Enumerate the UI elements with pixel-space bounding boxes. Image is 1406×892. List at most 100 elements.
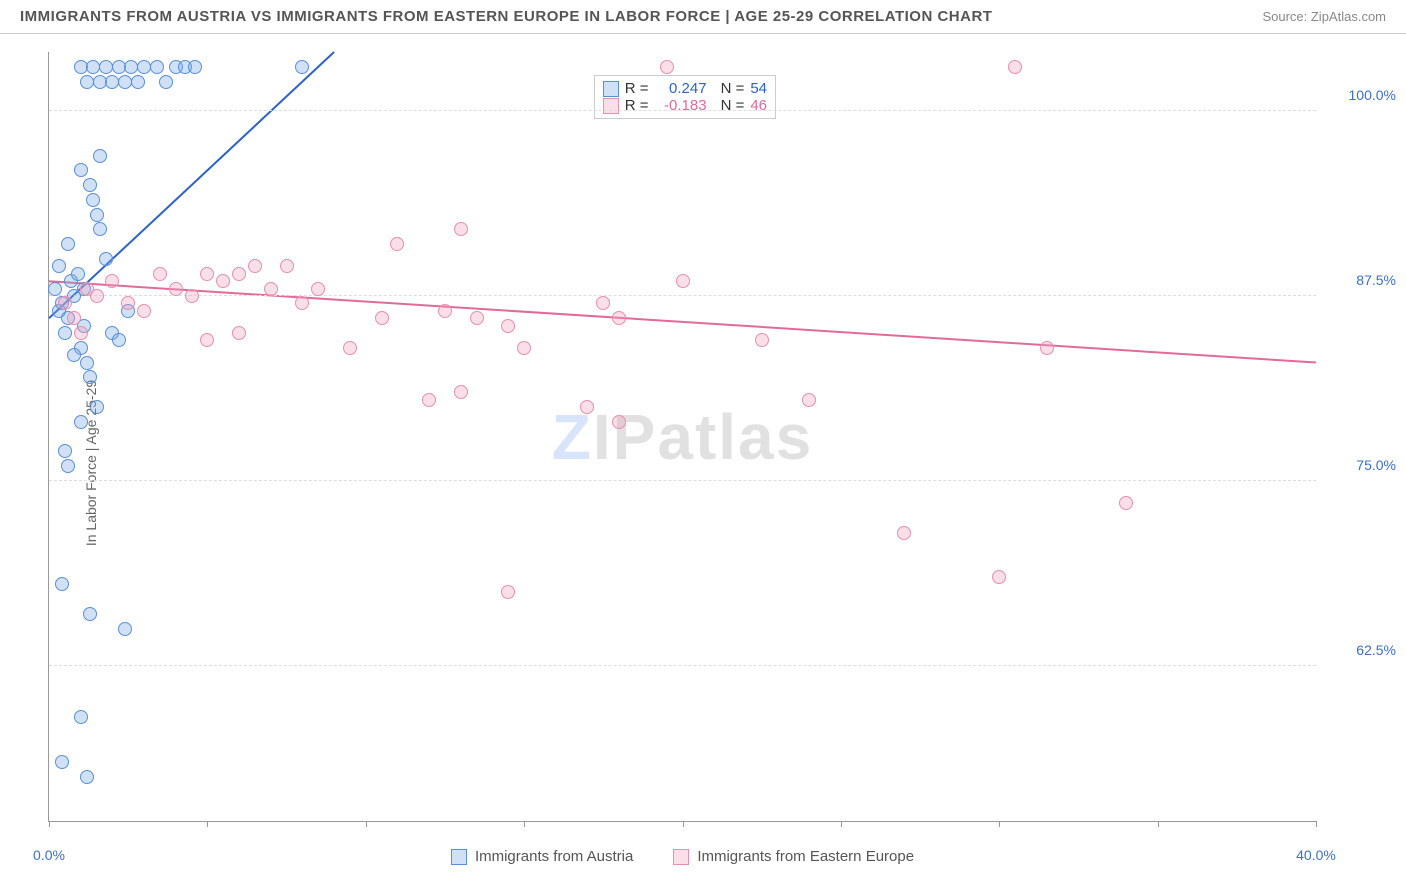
- scatter-marker: [454, 222, 468, 236]
- scatter-marker: [390, 237, 404, 251]
- scatter-marker: [131, 75, 145, 89]
- scatter-marker: [897, 526, 911, 540]
- scatter-marker: [185, 289, 199, 303]
- scatter-marker: [61, 459, 75, 473]
- scatter-marker: [501, 319, 515, 333]
- scatter-marker: [74, 710, 88, 724]
- scatter-marker: [596, 296, 610, 310]
- scatter-marker: [71, 267, 85, 281]
- scatter-marker: [248, 259, 262, 273]
- scatter-marker: [150, 60, 164, 74]
- legend-swatch: [603, 81, 619, 97]
- scatter-marker: [58, 326, 72, 340]
- scatter-marker: [93, 149, 107, 163]
- scatter-marker: [137, 304, 151, 318]
- scatter-marker: [80, 356, 94, 370]
- watermark-rest: IPatlas: [593, 401, 813, 473]
- scatter-marker: [992, 570, 1006, 584]
- legend-r-value: -0.183: [655, 97, 707, 114]
- x-tick: [524, 821, 525, 827]
- stats-legend-row: R = -0.183 N = 46: [603, 97, 767, 114]
- scatter-marker: [501, 585, 515, 599]
- y-tick-label: 87.5%: [1326, 272, 1396, 288]
- legend-n-value: 54: [750, 80, 767, 97]
- scatter-marker: [83, 370, 97, 384]
- legend-item: Immigrants from Eastern Europe: [673, 848, 914, 865]
- legend-r-label: R =: [625, 97, 649, 114]
- x-tick: [999, 821, 1000, 827]
- scatter-marker: [169, 282, 183, 296]
- y-tick-label: 62.5%: [1326, 642, 1396, 658]
- scatter-marker: [55, 755, 69, 769]
- scatter-marker: [232, 267, 246, 281]
- scatter-marker: [58, 296, 72, 310]
- scatter-marker: [802, 393, 816, 407]
- legend-n-value: 46: [750, 97, 767, 114]
- scatter-marker: [1119, 496, 1133, 510]
- scatter-marker: [74, 326, 88, 340]
- scatter-marker: [517, 341, 531, 355]
- scatter-marker: [200, 267, 214, 281]
- scatter-marker: [422, 393, 436, 407]
- y-tick-label: 100.0%: [1326, 87, 1396, 103]
- scatter-marker: [86, 193, 100, 207]
- scatter-marker: [93, 222, 107, 236]
- scatter-marker: [454, 385, 468, 399]
- scatter-marker: [375, 311, 389, 325]
- scatter-marker: [676, 274, 690, 288]
- scatter-marker: [52, 259, 66, 273]
- scatter-marker: [153, 267, 167, 281]
- x-tick: [1316, 821, 1317, 827]
- stats-legend-row: R = 0.247 N = 54: [603, 80, 767, 97]
- scatter-marker: [216, 274, 230, 288]
- scatter-marker: [74, 415, 88, 429]
- scatter-marker: [755, 333, 769, 347]
- legend-item: Immigrants from Austria: [451, 848, 633, 865]
- legend-n-label: N =: [721, 80, 745, 97]
- scatter-marker: [55, 577, 69, 591]
- scatter-marker: [188, 60, 202, 74]
- legend-n-label: N =: [721, 97, 745, 114]
- scatter-marker: [1008, 60, 1022, 74]
- y-tick-label: 75.0%: [1326, 457, 1396, 473]
- scatter-marker: [112, 333, 126, 347]
- scatter-marker: [74, 163, 88, 177]
- correlation-stats-box: R = 0.247 N = 54 R = -0.183 N = 46: [594, 75, 776, 119]
- scatter-marker: [470, 311, 484, 325]
- x-tick: [366, 821, 367, 827]
- scatter-marker: [295, 296, 309, 310]
- scatter-marker: [99, 252, 113, 266]
- scatter-marker: [295, 60, 309, 74]
- scatter-marker: [612, 415, 626, 429]
- x-tick: [683, 821, 684, 827]
- gridline-horizontal: [49, 480, 1316, 481]
- scatter-marker: [1040, 341, 1054, 355]
- scatter-marker: [580, 400, 594, 414]
- chart-header: IMMIGRANTS FROM AUSTRIA VS IMMIGRANTS FR…: [0, 0, 1406, 34]
- scatter-marker: [83, 178, 97, 192]
- legend-r-value: 0.247: [655, 80, 707, 97]
- x-tick: [49, 821, 50, 827]
- scatter-marker: [438, 304, 452, 318]
- source-attribution: Source: ZipAtlas.com: [1262, 9, 1386, 24]
- scatter-marker: [343, 341, 357, 355]
- legend-swatch: [451, 849, 467, 865]
- legend-series-name: Immigrants from Eastern Europe: [697, 848, 914, 865]
- gridline-horizontal: [49, 295, 1316, 296]
- x-tick: [207, 821, 208, 827]
- scatter-marker: [159, 75, 173, 89]
- chart-title: IMMIGRANTS FROM AUSTRIA VS IMMIGRANTS FR…: [20, 8, 992, 25]
- scatter-marker: [264, 282, 278, 296]
- scatter-marker: [48, 282, 62, 296]
- gridline-horizontal: [49, 110, 1316, 111]
- scatter-marker: [67, 311, 81, 325]
- x-tick-label: 40.0%: [1296, 847, 1336, 863]
- scatter-marker: [311, 282, 325, 296]
- scatter-marker: [280, 259, 294, 273]
- legend-swatch: [673, 849, 689, 865]
- scatter-marker: [118, 622, 132, 636]
- scatter-marker: [61, 237, 75, 251]
- legend-swatch: [603, 98, 619, 114]
- legend-r-label: R =: [625, 80, 649, 97]
- scatter-marker: [90, 400, 104, 414]
